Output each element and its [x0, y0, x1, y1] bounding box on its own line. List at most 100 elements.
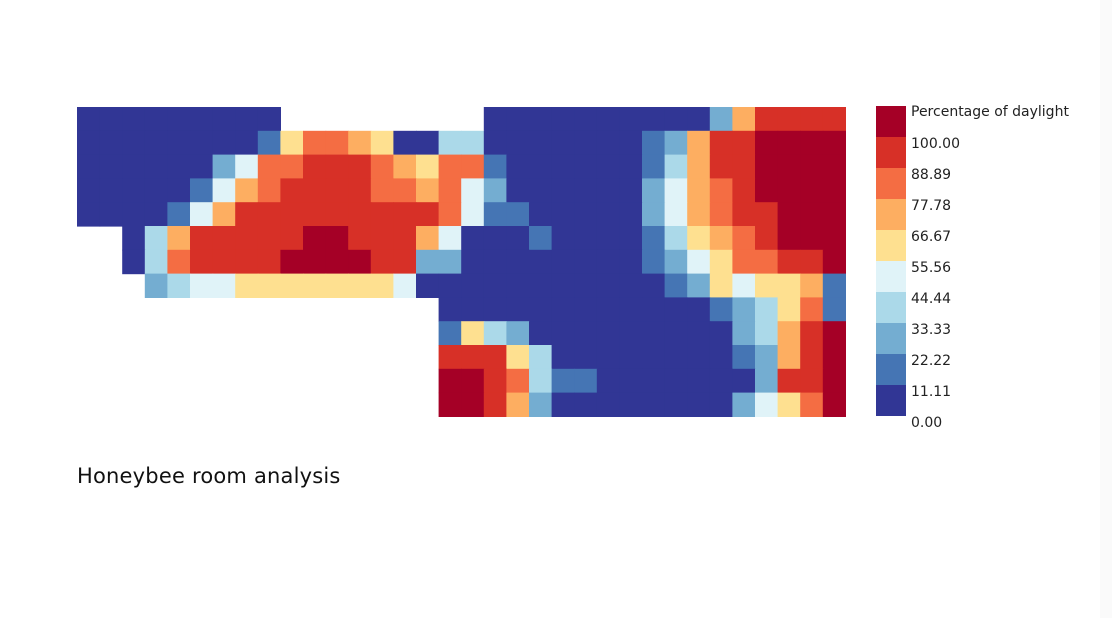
heatmap-cell	[122, 130, 146, 156]
heatmap-cell	[506, 249, 530, 275]
heatmap-cell	[506, 154, 530, 179]
heatmap-cell	[190, 202, 214, 227]
heatmap-cell	[303, 273, 327, 298]
heatmap-cell	[370, 273, 394, 298]
heatmap-cell	[461, 392, 485, 417]
heatmap-cell	[190, 178, 214, 203]
heatmap-cell	[99, 130, 123, 156]
legend-tick-label: 44.44	[911, 291, 952, 307]
legend-tick-label: 11.11	[911, 384, 952, 400]
heatmap-cell	[574, 392, 598, 417]
heatmap-cell	[822, 368, 846, 394]
heatmap-cell	[755, 345, 779, 370]
legend-swatch	[876, 106, 906, 137]
heatmap-cell	[190, 249, 214, 275]
heatmap-cell	[551, 226, 575, 251]
heatmap-cell	[687, 392, 711, 417]
heatmap-cell	[642, 154, 666, 179]
heatmap-cell	[709, 107, 733, 132]
heatmap-cell	[212, 202, 236, 227]
heatmap-cell	[416, 130, 440, 156]
heatmap-cell	[461, 368, 485, 394]
heatmap-cell	[732, 273, 756, 298]
heatmap-cell	[483, 368, 507, 394]
heatmap-cell	[574, 321, 598, 346]
heatmap-cell	[122, 178, 146, 203]
heatmap-cell	[619, 178, 643, 203]
legend-tick-label: 33.33	[911, 322, 952, 338]
heatmap-cell	[461, 226, 485, 251]
heatmap-cell	[732, 368, 756, 394]
heatmap-cell	[709, 321, 733, 346]
heatmap-cell	[551, 345, 575, 370]
legend-swatch	[876, 261, 906, 292]
heatmap-cell	[461, 154, 485, 179]
legend-title: Percentage of daylight	[911, 104, 1069, 120]
heatmap-cell	[755, 297, 779, 322]
heatmap-cell	[303, 154, 327, 179]
heatmap-cell	[506, 345, 530, 370]
heatmap-cell	[800, 202, 824, 227]
legend-tick-label: 77.78	[911, 198, 952, 214]
heatmap-cell	[732, 321, 756, 346]
heatmap-cell	[551, 392, 575, 417]
heatmap-cell	[822, 249, 846, 275]
heatmap-cell	[619, 321, 643, 346]
heatmap-cell	[551, 321, 575, 346]
heatmap-cell	[144, 107, 168, 132]
heatmap-cell	[506, 321, 530, 346]
heatmap-cell	[438, 392, 462, 417]
heatmap-cell	[777, 226, 801, 251]
heatmap-cell	[144, 226, 168, 251]
heatmap-cell	[619, 297, 643, 322]
heatmap-cell	[574, 273, 598, 298]
heatmap-cell	[122, 202, 146, 227]
heatmap-cell	[596, 107, 620, 132]
heatmap-cell	[393, 202, 417, 227]
heatmap-cell	[416, 202, 440, 227]
heatmap-cell	[257, 249, 281, 275]
heatmap-cell	[777, 249, 801, 275]
heatmap-cell	[574, 345, 598, 370]
heatmap-cell	[551, 249, 575, 275]
heatmap-cell	[551, 273, 575, 298]
heatmap-cell	[664, 345, 688, 370]
heatmap-cell	[416, 178, 440, 203]
heatmap-cell	[800, 273, 824, 298]
legend-swatch	[876, 354, 906, 385]
heatmap-cell	[235, 130, 259, 156]
heatmap-cell	[280, 154, 304, 179]
heatmap-cell	[483, 345, 507, 370]
heatmap-cell	[596, 202, 620, 227]
heatmap-cell	[257, 202, 281, 227]
heatmap-cell	[529, 273, 553, 298]
scrollbar-track[interactable]	[1100, 0, 1112, 618]
heatmap-cell	[461, 178, 485, 203]
heatmap-cell	[212, 154, 236, 179]
heatmap-cell	[619, 107, 643, 132]
legend-tick-label: 66.67	[911, 229, 952, 245]
heatmap-cell	[777, 321, 801, 346]
heatmap-cell	[755, 226, 779, 251]
heatmap-cell	[596, 178, 620, 203]
heatmap-cell	[235, 202, 259, 227]
heatmap-cell	[664, 392, 688, 417]
heatmap-cell	[370, 249, 394, 275]
heatmap-cell	[144, 273, 168, 298]
heatmap-cell	[438, 297, 462, 322]
heatmap-cell	[596, 154, 620, 179]
heatmap-cell	[642, 130, 666, 156]
heatmap-cell	[99, 154, 123, 179]
heatmap-cell	[483, 249, 507, 275]
heatmap-cell	[461, 273, 485, 298]
heatmap-cell	[506, 392, 530, 417]
heatmap-cell	[709, 178, 733, 203]
heatmap-cell	[822, 226, 846, 251]
heatmap-cell	[483, 321, 507, 346]
heatmap-cell	[348, 202, 372, 227]
heatmap-cell	[709, 392, 733, 417]
heatmap-cell	[212, 130, 236, 156]
heatmap-cell	[800, 297, 824, 322]
heatmap-cell	[777, 297, 801, 322]
